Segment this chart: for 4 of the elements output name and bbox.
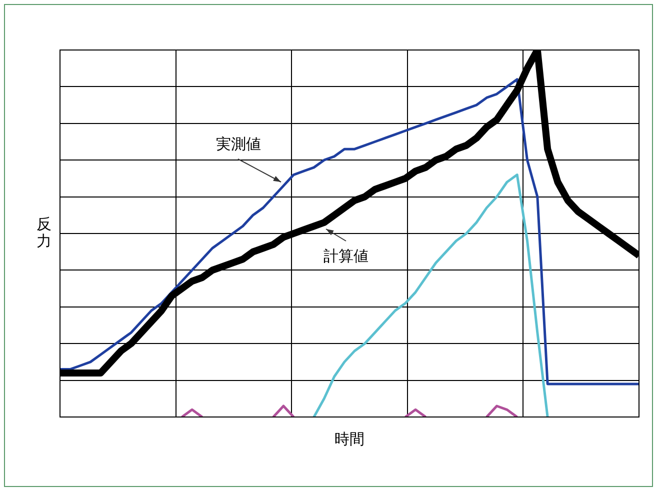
y-axis-title: 反力 (36, 214, 52, 250)
series-label: 計算値 (322, 246, 370, 266)
x-axis-title: 時間 (334, 430, 364, 448)
text: 実測値 (214, 134, 262, 154)
